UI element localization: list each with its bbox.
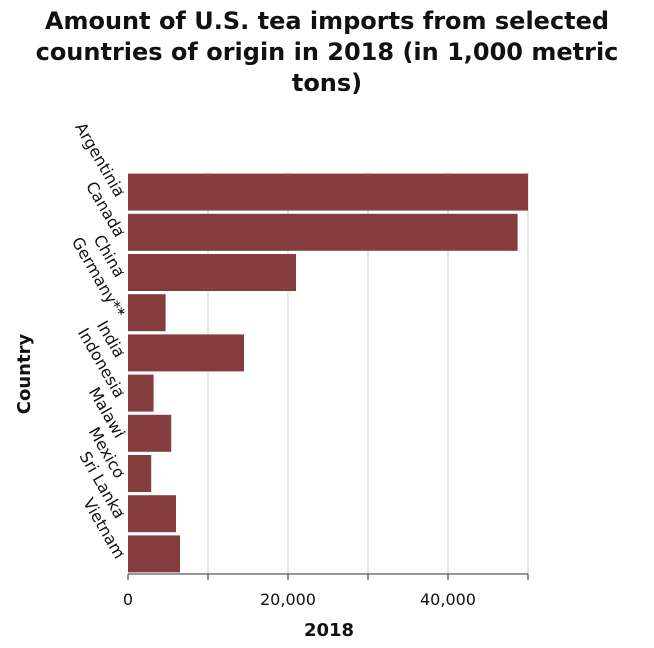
- bar-sri-lanka: [128, 495, 176, 533]
- bar-china: [128, 254, 296, 291]
- bars: [128, 173, 528, 573]
- bar-germany-: [128, 294, 166, 332]
- bar-indonesia: [128, 374, 154, 412]
- x-tick-label: 0: [123, 590, 133, 609]
- bar-argentinia: [128, 173, 528, 211]
- bar-india: [128, 334, 244, 372]
- x-tick-label: 20,000: [260, 590, 316, 609]
- y-axis-title: Country: [14, 334, 35, 415]
- chart-title: Amount of U.S. tea imports from selected…: [35, 7, 619, 97]
- bar-vietnam: [128, 535, 180, 573]
- x-tick-label: 40,000: [420, 590, 476, 609]
- bar-malawi: [128, 414, 172, 452]
- bar-mexico: [128, 455, 152, 492]
- bar-canada: [128, 213, 518, 251]
- x-axis-title: 2018: [304, 620, 354, 641]
